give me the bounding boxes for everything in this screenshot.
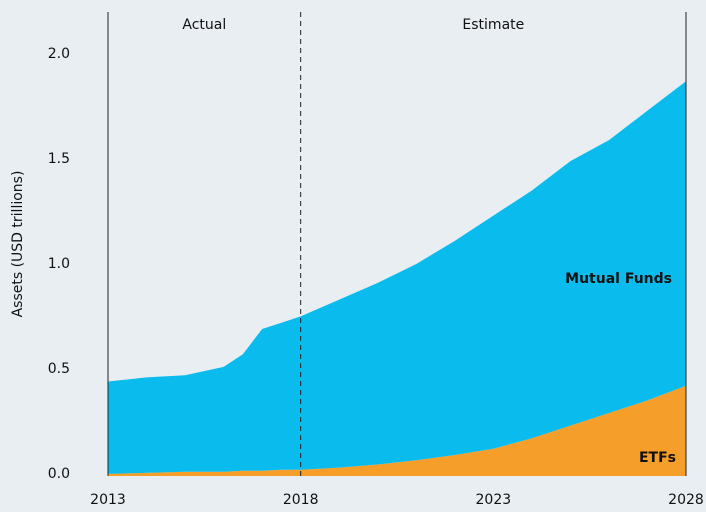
area — [108, 81, 686, 474]
x-tick-label: 2023 — [476, 492, 512, 508]
series-label: ETFs — [639, 450, 676, 466]
annotation: Actual — [182, 17, 226, 33]
series-label: Mutual Funds — [565, 271, 672, 287]
y-tick-label: 2.0 — [48, 46, 70, 62]
annotation: Estimate — [462, 17, 524, 33]
x-tick-label: 2028 — [668, 492, 704, 508]
y-tick-label: 0.0 — [48, 466, 70, 482]
x-tick-label: 2018 — [283, 492, 319, 508]
x-tick-label: 2013 — [90, 492, 126, 508]
y-tick-label: 1.0 — [48, 256, 70, 272]
y-tick-label: 1.5 — [48, 151, 70, 167]
y-tick-label: 0.5 — [48, 361, 70, 377]
area — [108, 385, 686, 476]
y-axis-label: Assets (USD trillions) — [10, 171, 26, 318]
